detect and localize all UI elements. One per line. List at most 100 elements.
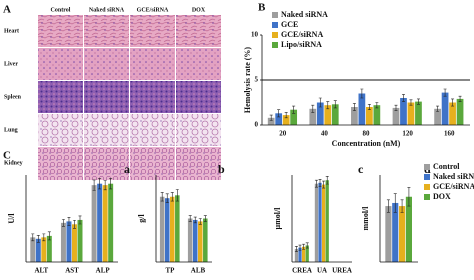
error-bar	[103, 180, 107, 191]
bar	[392, 107, 400, 125]
x-tick-label: AST	[65, 267, 79, 275]
error-bar	[311, 104, 315, 113]
legend-label: GCE/siRNA	[281, 30, 323, 39]
panel-label: C	[3, 150, 11, 162]
tissue-image	[176, 147, 221, 180]
row-label: Lung	[4, 127, 18, 133]
column-label: Control	[51, 7, 71, 13]
y-tick-label: 0	[255, 121, 259, 129]
error-bar	[352, 103, 356, 111]
bar	[434, 108, 441, 125]
bar	[187, 218, 193, 262]
error-bar	[393, 193, 397, 213]
panel-label: b	[218, 162, 225, 176]
error-bar	[175, 189, 179, 202]
tissue-image	[176, 81, 221, 113]
error-bar	[294, 246, 298, 252]
error-bar	[394, 104, 398, 111]
legend-swatch	[272, 22, 278, 28]
row-label: Kidney	[4, 160, 23, 166]
error-bar	[269, 114, 273, 121]
legend-swatch	[272, 12, 278, 18]
bar	[267, 117, 275, 125]
x-tick-label: 80	[363, 130, 371, 138]
y-axis-label: μmol/l	[273, 207, 282, 230]
bar	[175, 195, 180, 262]
bar	[366, 107, 373, 125]
error-bar	[360, 88, 364, 99]
tissue-image	[38, 147, 83, 180]
legend-swatch	[424, 164, 430, 170]
row-label: Liver	[4, 61, 18, 67]
bar	[294, 248, 299, 262]
tissue-image	[84, 147, 129, 180]
column-label: Naked siRNA	[89, 7, 125, 13]
bar	[322, 184, 326, 262]
error-bar	[416, 98, 420, 105]
error-bar	[305, 242, 309, 249]
bar	[102, 185, 108, 262]
legend-label: Control	[433, 162, 460, 171]
bar	[324, 105, 332, 125]
bar	[456, 98, 464, 125]
row-label: Spleen	[4, 94, 22, 100]
bar	[405, 196, 412, 262]
bar	[77, 219, 83, 262]
bar	[46, 235, 52, 262]
error-bar	[92, 179, 96, 191]
error-bar	[61, 219, 65, 227]
error-bar	[78, 215, 82, 225]
bar	[30, 237, 36, 262]
legend-swatch	[424, 194, 430, 200]
bar	[415, 101, 422, 125]
bar	[325, 180, 329, 262]
bar	[170, 196, 175, 262]
error-bar	[203, 215, 207, 222]
error-bar	[443, 88, 447, 97]
bar	[198, 221, 203, 262]
bar	[275, 113, 283, 125]
error-bar	[367, 104, 371, 110]
bar	[41, 237, 47, 262]
bar	[159, 196, 165, 262]
y-axis-label: U/l	[7, 213, 16, 224]
error-bar	[302, 243, 306, 250]
bar	[72, 224, 77, 262]
tissue-image	[38, 48, 83, 80]
legend-label: Naked siRNA	[281, 10, 328, 19]
bar	[97, 183, 103, 262]
legend-label: Naked siRNA	[433, 172, 474, 181]
bar	[305, 245, 309, 262]
error-bar	[318, 97, 322, 108]
error-bar	[42, 233, 46, 242]
legend-swatch	[424, 174, 430, 180]
tissue-image	[38, 15, 83, 47]
panel-label: a	[124, 162, 130, 176]
bar	[108, 183, 114, 262]
bar	[399, 206, 406, 262]
legend-swatch	[272, 42, 278, 48]
y-axis-label: g/l	[137, 214, 146, 223]
tissue-image	[176, 114, 221, 146]
bar	[351, 107, 358, 125]
error-bar	[31, 233, 35, 242]
bar	[309, 108, 317, 125]
error-bar	[292, 105, 296, 114]
bar	[203, 218, 208, 262]
error-bar	[72, 219, 76, 229]
bar	[358, 93, 366, 125]
bar	[373, 105, 381, 125]
column-label: DOX	[192, 7, 206, 13]
legend-swatch	[272, 32, 278, 38]
panel-label: c	[358, 162, 364, 176]
y-axis-label: Hemolysis rate (%)	[243, 47, 252, 114]
error-bar	[325, 176, 329, 185]
tissue-image	[130, 147, 175, 180]
bar	[282, 115, 290, 125]
error-bar	[98, 178, 102, 190]
bar	[407, 102, 415, 125]
legend-label: DOX	[433, 192, 451, 201]
tissue-image	[84, 81, 129, 113]
error-bar	[188, 215, 192, 222]
